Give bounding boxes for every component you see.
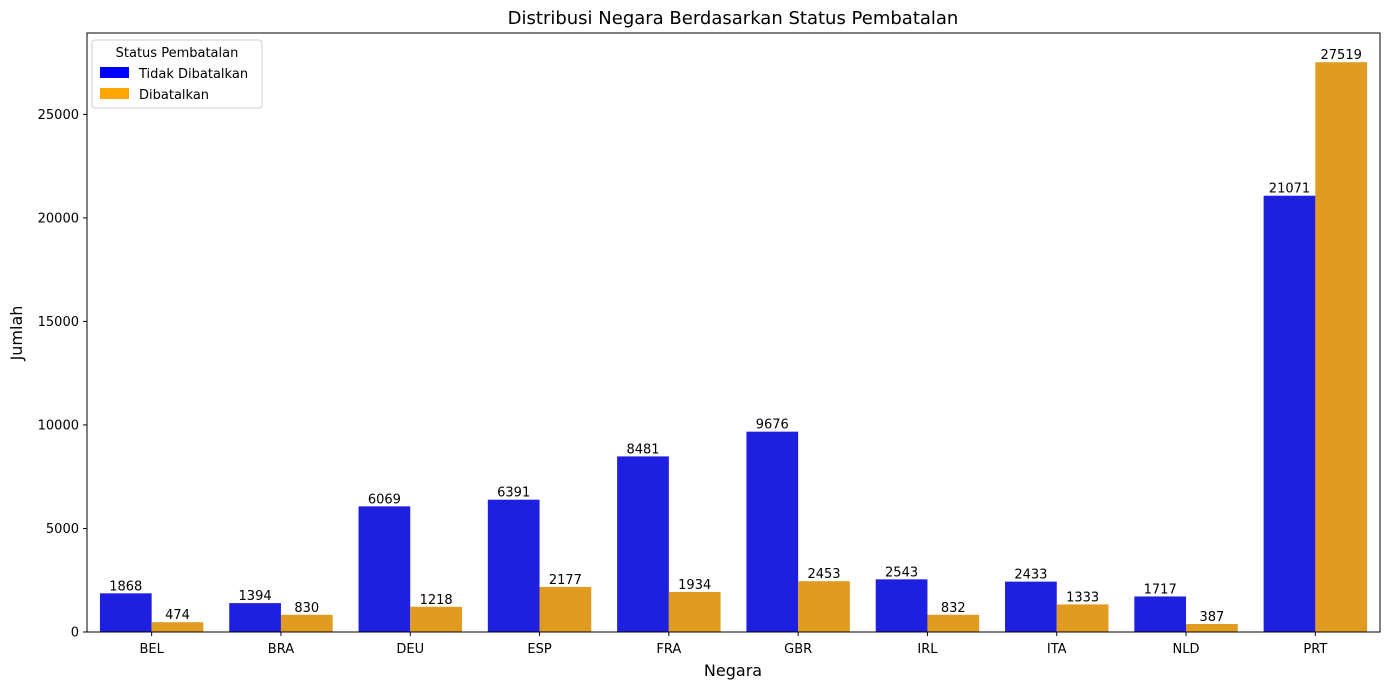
data-label-nld-series-0: 1717 <box>1144 582 1177 597</box>
data-label-prt-series-1: 27519 <box>1321 48 1362 63</box>
data-label-esp-series-1: 2177 <box>549 573 582 588</box>
data-label-esp-series-0: 6391 <box>497 486 530 501</box>
x-tick-label: FRA <box>656 642 681 657</box>
y-tick-label: 10000 <box>38 418 79 433</box>
bar-ita-series-1 <box>1056 604 1109 632</box>
bar-bra-series-1 <box>280 614 333 632</box>
bar-prt-series-1 <box>1315 62 1368 632</box>
bar-irl-series-1 <box>927 614 980 632</box>
data-label-deu-series-1: 1218 <box>420 593 453 608</box>
y-tick-label: 15000 <box>38 315 79 330</box>
x-tick-label: BRA <box>268 642 294 657</box>
data-label-prt-series-0: 21071 <box>1269 182 1310 197</box>
x-tick-label: NLD <box>1173 642 1200 657</box>
data-label-irl-series-0: 2543 <box>885 565 918 580</box>
data-label-nld-series-1: 387 <box>1199 610 1224 625</box>
legend-frame <box>91 39 263 109</box>
y-tick-label: 25000 <box>38 108 79 123</box>
bar-fra-series-0 <box>617 456 669 632</box>
data-label-bel-series-1: 474 <box>165 608 190 623</box>
bar-deu-series-0 <box>358 506 411 632</box>
bar-bel-series-1 <box>151 622 204 632</box>
bar-ita-series-0 <box>1005 581 1057 632</box>
data-label-gbr-series-0: 9676 <box>756 418 789 433</box>
x-tick-label: ITA <box>1047 642 1067 657</box>
bar-fra-series-1 <box>668 591 721 632</box>
data-label-gbr-series-1: 2453 <box>807 567 840 582</box>
legend-swatch-1 <box>100 88 129 99</box>
x-axis-title: Negara <box>704 661 762 680</box>
x-tick-label: ESP <box>527 642 551 657</box>
legend-label-1: Dibatalkan <box>139 88 209 103</box>
bar-esp-series-0 <box>487 499 540 632</box>
x-tick-label: IRL <box>917 642 938 657</box>
x-tick-label: BEL <box>139 642 164 657</box>
bar-nld-series-0 <box>1134 596 1187 632</box>
legend-swatch-0 <box>100 67 129 78</box>
x-tick-label: PRT <box>1303 642 1327 657</box>
x-tick-label: GBR <box>784 642 812 657</box>
y-tick-label: 5000 <box>46 522 79 537</box>
bar-gbr-series-1 <box>798 581 850 632</box>
data-label-ita-series-0: 2433 <box>1014 568 1047 583</box>
bars-layer <box>99 62 1368 632</box>
data-label-fra-series-0: 8481 <box>626 442 659 457</box>
data-label-deu-series-0: 6069 <box>368 492 401 507</box>
data-label-bel-series-0: 1868 <box>109 579 142 594</box>
bar-nld-series-1 <box>1186 623 1238 632</box>
bar-bra-series-0 <box>229 603 281 632</box>
legend: Status Pembatalan Tidak Dibatalkan Dibat… <box>91 39 263 109</box>
data-label-ita-series-1: 1333 <box>1066 590 1099 605</box>
bar-irl-series-0 <box>875 579 928 632</box>
legend-label-0: Tidak Dibatalkan <box>138 67 248 82</box>
legend-title: Status Pembatalan <box>116 46 239 61</box>
y-axis-title: Jumlah <box>7 306 26 362</box>
plot-frame <box>86 32 1381 633</box>
y-tick-label: 20000 <box>38 211 79 226</box>
data-label-bra-series-1: 830 <box>294 601 319 616</box>
bar-bel-series-0 <box>99 593 152 632</box>
bar-esp-series-1 <box>539 586 592 632</box>
data-label-bra-series-0: 1394 <box>239 589 272 604</box>
chart-title: Distribusi Negara Berdasarkan Status Pem… <box>508 8 959 29</box>
data-label-irl-series-1: 832 <box>941 601 966 616</box>
bar-gbr-series-0 <box>746 431 799 632</box>
y-tick-label: 0 <box>71 626 79 641</box>
axes-layer: BEL BRA DEU ESP FRA GBR IRL ITA NLD PRT 0 5000 10000… <box>38 32 1381 657</box>
data-labels-layer: 1868 474 1394 830 6069 1218 6391 2177 8481 1934 96… <box>109 48 1362 625</box>
x-tick-label: DEU <box>396 642 424 657</box>
bar-deu-series-1 <box>410 606 462 632</box>
bar-prt-series-0 <box>1263 195 1316 632</box>
data-label-fra-series-1: 1934 <box>678 578 711 593</box>
